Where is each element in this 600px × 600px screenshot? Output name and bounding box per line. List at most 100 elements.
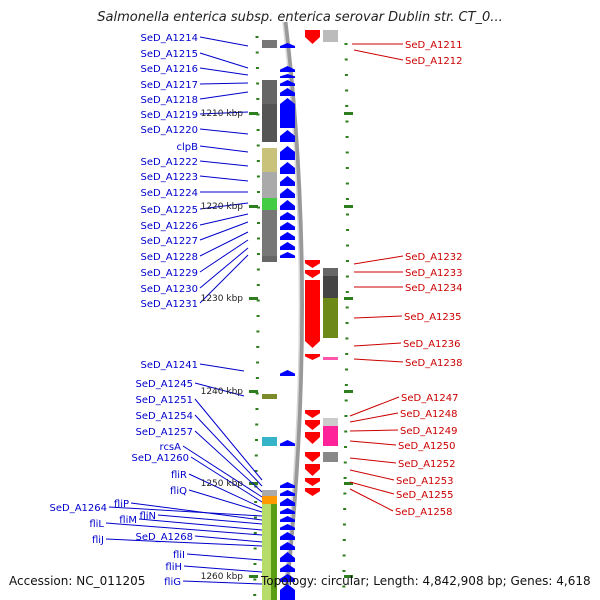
reverse-gene-arrow <box>305 432 320 444</box>
gc-block <box>262 148 277 172</box>
label-connector <box>353 255 404 265</box>
label-connector <box>349 481 395 495</box>
backbone-arc <box>282 21 304 600</box>
label-connector <box>199 202 249 210</box>
ring-tick-outer <box>344 430 348 433</box>
label-connector <box>349 396 400 417</box>
gc-block-light <box>262 504 271 600</box>
gene-label-left: SeD_A1218 <box>141 95 199 106</box>
label-connector <box>199 239 249 273</box>
label-connector <box>182 445 263 498</box>
forward-gene-arrow <box>280 74 295 78</box>
label-connector <box>194 535 263 543</box>
ring-tick-outer <box>344 446 348 448</box>
label-connector <box>188 489 263 513</box>
ring-tick-inner <box>256 129 260 131</box>
gene-label-left: SeD_A1264 <box>50 503 108 514</box>
gene-label-right: SeD_A1255 <box>396 490 454 501</box>
label-connector <box>353 358 404 363</box>
label-connector <box>183 565 263 573</box>
ruler-tick-outer <box>344 112 353 115</box>
label-connector <box>199 52 249 69</box>
ring-tick-outer <box>345 244 349 247</box>
label-connector <box>105 538 263 547</box>
gc-block <box>262 210 277 256</box>
ring-tick-inner <box>256 237 260 240</box>
label-connector <box>199 82 249 85</box>
gene-label-left: SeD_A1257 <box>136 427 194 438</box>
ring-tick-inner <box>256 206 260 209</box>
label-connector <box>199 145 249 153</box>
gene-label-right: SeD_A1252 <box>398 459 456 470</box>
ring-tick-inner <box>253 516 257 519</box>
forward-gene-arrow <box>280 564 295 572</box>
ruler-tick-outer <box>344 297 353 300</box>
gene-label-left: fliM <box>119 515 137 526</box>
forward-gene-arrow <box>280 130 295 142</box>
ring-tick-inner <box>255 36 259 38</box>
gc-block <box>262 394 277 399</box>
ring-tick-inner <box>256 175 260 178</box>
ring-tick-outer <box>343 461 347 464</box>
ring-tick-inner <box>256 222 260 224</box>
ring-tick-outer <box>345 120 349 123</box>
forward-gene-arrow <box>280 66 295 72</box>
gene-label-left: fliP <box>114 499 129 510</box>
forward-gene-arrow <box>280 524 295 530</box>
ruler-tick <box>249 575 258 578</box>
label-connector <box>349 429 399 432</box>
gene-label-left: SeD_A1228 <box>141 252 199 263</box>
gene-label-right: SeD_A1258 <box>395 507 453 518</box>
label-connector <box>199 247 249 289</box>
gene-label-right: SeD_A1234 <box>405 283 463 294</box>
ruler-tick-outer <box>344 482 353 485</box>
label-connector <box>349 457 397 464</box>
label-connector <box>199 91 249 100</box>
ring-tick-outer <box>345 198 349 200</box>
ring-tick-inner <box>256 346 260 348</box>
ruler-tick <box>249 112 258 115</box>
label-connector <box>199 231 249 257</box>
label-connector <box>349 440 397 446</box>
gene-label-left: SeD_A1217 <box>141 80 199 91</box>
gc-block-right <box>323 30 338 42</box>
gene-label-right: SeD_A1211 <box>405 40 463 51</box>
ring-tick-inner <box>255 423 259 426</box>
ring-tick-outer <box>345 213 349 216</box>
ring-tick-inner <box>256 160 260 162</box>
gc-block-right <box>323 426 338 446</box>
label-connector <box>199 67 249 76</box>
gc-block-right <box>323 452 338 462</box>
ring-tick-outer <box>345 151 349 154</box>
ring-tick-inner <box>256 82 260 85</box>
ring-tick-outer <box>342 523 346 526</box>
gc-block-right <box>323 268 338 276</box>
gene-label-left: SeD_A1222 <box>141 157 199 168</box>
forward-gene-arrow <box>280 516 295 522</box>
ring-tick-outer <box>344 58 348 61</box>
gene-label-left: SeD_A1220 <box>141 125 199 136</box>
gene-label-left: SeD_A1230 <box>141 284 199 295</box>
forward-gene-arrow <box>280 242 295 250</box>
ring-tick-outer <box>345 182 349 185</box>
label-connector <box>182 580 263 585</box>
ruler-label: 1240 kbp <box>201 387 244 397</box>
reverse-gene-arrow <box>305 488 320 496</box>
gc-block <box>262 40 277 48</box>
ring-tick-inner <box>253 547 257 550</box>
forward-gene-arrow <box>280 482 295 488</box>
forward-gene-arrow <box>280 146 295 160</box>
gene-label-left: SeD_A1225 <box>141 205 199 216</box>
ring-tick-inner <box>256 144 260 147</box>
label-connector <box>188 473 263 509</box>
forward-gene-arrow <box>280 80 295 86</box>
ring-tick-inner <box>255 392 259 395</box>
gene-label-right: SeD_A1232 <box>405 252 463 263</box>
ring-tick-inner <box>256 315 260 317</box>
ring-tick-outer <box>344 415 348 417</box>
ring-tick-inner <box>256 299 260 302</box>
forward-gene-arrow <box>280 232 295 240</box>
ring-tick-outer <box>343 492 347 495</box>
gc-block <box>262 172 277 198</box>
ruler-tick-outer <box>344 575 353 578</box>
